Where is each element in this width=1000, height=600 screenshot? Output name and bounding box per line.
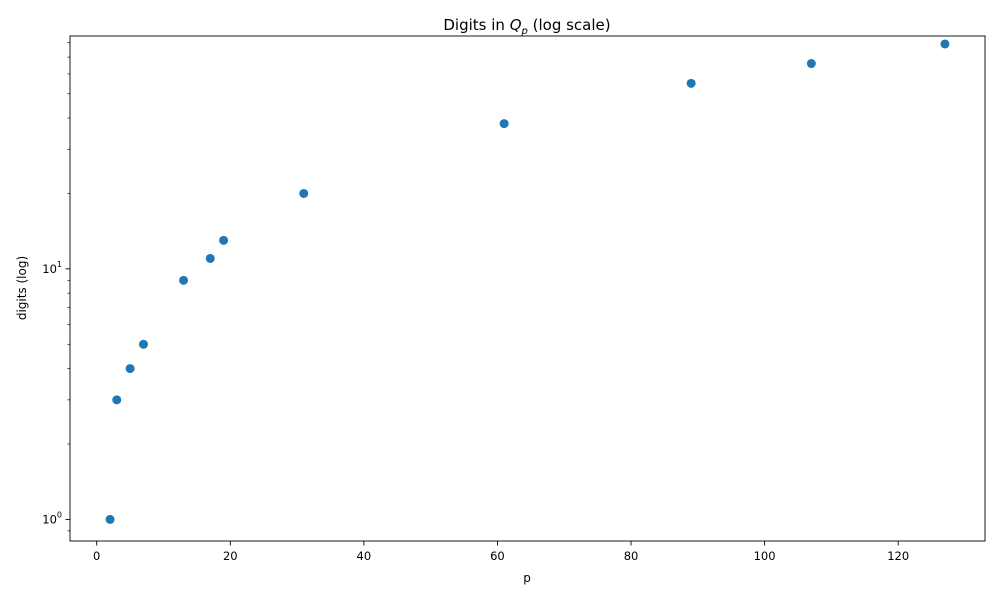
x-tick-label: 20: [223, 549, 238, 563]
data-point: [299, 188, 309, 198]
data-point: [219, 235, 229, 245]
data-point: [806, 59, 816, 69]
data-point: [112, 395, 122, 405]
data-points: [105, 39, 950, 524]
y-tick-label-exponent: 1: [57, 260, 62, 269]
data-point: [940, 39, 950, 49]
data-point: [179, 275, 189, 285]
y-axis-label: digits (log): [15, 256, 29, 320]
x-tick-label: 80: [624, 549, 639, 563]
data-point: [686, 78, 696, 88]
x-tick-label: 100: [754, 549, 776, 563]
data-point: [205, 253, 215, 263]
x-axis-ticks: 0 20 40 60 80 100 120: [93, 541, 909, 563]
y-tick-label-exponent: 0: [57, 510, 62, 519]
chart-title-math-sub: p: [521, 26, 528, 37]
y-tick-label-base: 10: [42, 512, 57, 526]
chart-title-suffix: (log scale): [528, 16, 611, 34]
x-axis-label: p: [523, 571, 531, 585]
plot-frame: [69, 35, 986, 542]
chart-title: Digits in Qp (log scale): [443, 16, 610, 37]
y-tick-label-base: 10: [42, 262, 57, 276]
x-tick-label: 40: [357, 549, 372, 563]
x-tick-label: 120: [887, 549, 909, 563]
y-tick-label: 101: [42, 260, 62, 276]
data-point: [499, 119, 509, 129]
y-tick-label: 100: [42, 510, 62, 526]
x-tick-label: 60: [490, 549, 505, 563]
chart-title-prefix: Digits in: [443, 16, 509, 34]
data-point: [138, 339, 148, 349]
data-point: [105, 514, 115, 524]
data-point: [125, 364, 135, 374]
chart-title-math-base: Q: [510, 16, 522, 34]
x-tick-label: 0: [93, 549, 100, 563]
